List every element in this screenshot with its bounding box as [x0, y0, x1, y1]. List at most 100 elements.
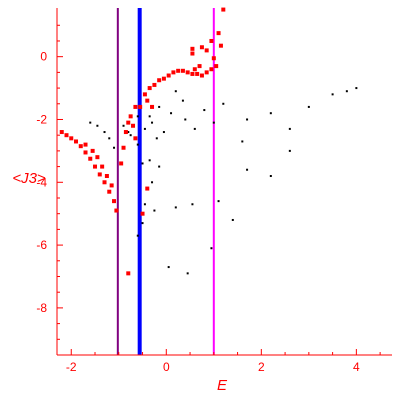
red-point [83, 142, 88, 147]
red-point [107, 189, 112, 194]
red-point [133, 104, 138, 109]
black-point [148, 159, 151, 162]
red-point [209, 67, 214, 72]
red-point [204, 48, 209, 53]
red-point [133, 136, 138, 141]
red-point [126, 120, 131, 125]
black-point [307, 105, 310, 108]
ticks-layer: -2 0 2 4 0 -2 -4 -6 -8 [36, 24, 381, 374]
red-point [95, 155, 100, 160]
black-point [129, 134, 132, 137]
red-point [88, 156, 93, 161]
red-point [114, 208, 119, 213]
red-point [90, 148, 95, 153]
black-point [193, 127, 196, 130]
red-point [131, 123, 136, 128]
black-point [89, 121, 92, 124]
black-point [174, 90, 177, 93]
red-point [192, 67, 197, 72]
red-point [102, 180, 107, 185]
red-point [100, 164, 105, 169]
red-point [209, 38, 214, 43]
red-point [83, 150, 88, 155]
black-point [108, 137, 111, 140]
black-point [127, 131, 130, 134]
black-point [231, 218, 234, 221]
red-point [59, 130, 64, 135]
red-point [166, 73, 171, 78]
red-point [214, 64, 219, 69]
black-point [288, 127, 291, 130]
red-point [157, 78, 162, 83]
red-point [176, 68, 181, 73]
black-point [191, 203, 194, 206]
red-point [69, 136, 74, 141]
black-point [143, 127, 146, 130]
x-tick-label: 2 [258, 360, 265, 374]
black-point [269, 175, 272, 178]
black-point [143, 203, 146, 206]
black-point [246, 168, 249, 171]
black-point [158, 165, 161, 168]
red-point [199, 45, 204, 50]
black-point [345, 90, 348, 93]
black-point [96, 124, 99, 127]
y-tick-label: -8 [36, 301, 47, 315]
y-tick-label: -6 [36, 238, 47, 252]
red-point [190, 71, 195, 76]
red-point [97, 172, 102, 177]
red-point [138, 104, 143, 109]
red-point [93, 164, 98, 169]
red-point [123, 130, 128, 135]
x-tick-label: -2 [66, 360, 77, 374]
black-point [174, 206, 177, 209]
red-point [64, 133, 69, 138]
red-point [197, 64, 202, 69]
black-point [217, 200, 220, 203]
points-layer [59, 7, 358, 276]
red-point [112, 199, 117, 204]
red-point [145, 98, 150, 103]
red-point [150, 104, 155, 109]
black-point [141, 162, 144, 165]
vertical-lines-layer [116, 8, 215, 355]
black-point [136, 143, 139, 146]
black-point [246, 118, 249, 121]
black-point [331, 93, 334, 96]
x-tick-label: 0 [163, 360, 170, 374]
red-point [126, 271, 131, 276]
x-tick-label: 4 [353, 360, 360, 374]
y-tick-label: 0 [40, 50, 47, 64]
red-point [171, 70, 176, 75]
black-point [355, 87, 358, 90]
black-point [184, 118, 187, 121]
red-point [142, 92, 147, 97]
black-point [203, 109, 206, 112]
red-point [204, 70, 209, 75]
black-point [158, 105, 161, 108]
black-point [153, 209, 156, 212]
red-point [145, 186, 150, 191]
black-point [122, 124, 125, 127]
black-point [155, 137, 158, 140]
black-point [167, 266, 170, 269]
black-point [269, 112, 272, 115]
red-point [185, 70, 190, 75]
red-point [211, 56, 216, 61]
axes-layer [56, 8, 392, 356]
red-point [195, 71, 200, 76]
black-point [181, 99, 184, 102]
black-point [241, 140, 244, 143]
y-axis-title: <J3> [12, 170, 46, 187]
red-point [180, 68, 185, 73]
black-point [136, 234, 139, 237]
red-point [104, 174, 109, 179]
black-point [162, 131, 165, 134]
red-point [121, 145, 126, 150]
black-point [186, 272, 189, 275]
red-point [147, 86, 152, 91]
black-point [141, 222, 144, 225]
red-point [161, 76, 166, 81]
black-point [151, 121, 154, 124]
